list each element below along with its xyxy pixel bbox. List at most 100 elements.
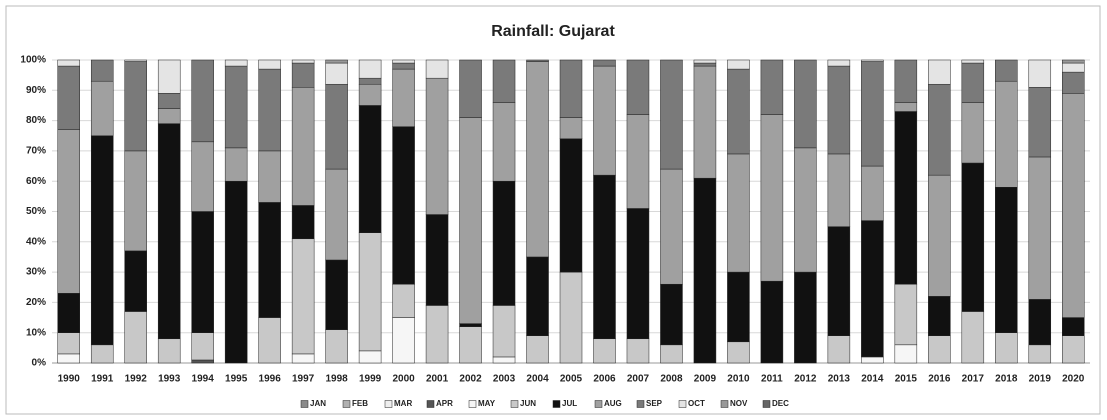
bar-segment [861, 59, 884, 62]
bar-segment [928, 335, 951, 364]
bar-segment [660, 283, 683, 346]
bar-segment [526, 256, 549, 336]
bar-segment [392, 283, 415, 318]
bar-segment [90, 59, 114, 82]
legend-swatch [762, 400, 771, 408]
bar-segment [961, 62, 985, 103]
bar-segment [626, 59, 650, 115]
x-tick-label: 1996 [259, 374, 282, 385]
bar-segment [961, 102, 985, 164]
bar-segment [90, 80, 114, 136]
x-tick-label: 1991 [91, 374, 114, 385]
bar-segment [894, 283, 918, 346]
x-tick-label: 1993 [158, 374, 181, 385]
bar-segment [794, 271, 817, 364]
bar-segment [258, 317, 281, 364]
legend-label: APR [436, 399, 453, 408]
bar-segment [827, 226, 851, 336]
bar-segment [693, 177, 717, 364]
bar-segment [1062, 317, 1085, 336]
bar-segment [258, 59, 281, 70]
bar-segment [57, 332, 80, 355]
legend-swatch [636, 400, 645, 408]
bar-segment [358, 232, 382, 352]
bar-segment [492, 356, 516, 364]
bar-segment [291, 87, 315, 206]
bar-segment [124, 250, 147, 312]
bar-segment [325, 62, 348, 85]
bar-segment [794, 59, 817, 149]
bar-segment [392, 59, 415, 64]
bar-segment [559, 117, 583, 140]
x-tick-label: 1997 [292, 374, 315, 385]
x-tick-label: 1992 [125, 374, 148, 385]
bar-segment [191, 211, 214, 333]
bar-segment [358, 77, 382, 85]
y-tick-label: 50% [26, 206, 46, 217]
bar-segment [861, 220, 884, 358]
x-tick-label: 2000 [392, 374, 415, 385]
bar-segment [693, 65, 717, 179]
bar-segment [459, 59, 482, 118]
bar-segment [1028, 59, 1052, 88]
x-tick-label: 2007 [627, 374, 650, 385]
bar-segment [358, 105, 382, 233]
bar-segment [191, 332, 214, 361]
bar-segment [827, 59, 851, 67]
legend-label: JUN [520, 399, 536, 408]
legend-label: SEP [646, 399, 663, 408]
legend-label: MAY [478, 399, 496, 408]
bar-segment [660, 168, 683, 285]
legend-label: DEC [772, 399, 789, 408]
y-tick-label: 0% [32, 358, 47, 369]
bar-segment [57, 65, 80, 130]
legend-label: MAR [394, 399, 412, 408]
bar-segment [559, 138, 583, 273]
y-tick-label: 30% [26, 267, 46, 278]
legend-swatch [678, 400, 687, 408]
x-tick-label: 2012 [794, 374, 817, 385]
legend-swatch [720, 400, 729, 408]
bar-segment [492, 59, 516, 103]
bar-segment [258, 150, 281, 203]
x-tick-label: 2011 [761, 374, 783, 385]
bar-segment [291, 205, 315, 240]
legend-swatch [300, 400, 309, 408]
bar-segment [325, 259, 348, 330]
bar-segment [325, 83, 348, 170]
bar-segment [928, 59, 951, 85]
bar-segment [593, 65, 616, 176]
bar-segment [124, 59, 147, 62]
bar-segment [191, 359, 214, 364]
bar-segment [727, 153, 750, 273]
bar-segment [224, 59, 248, 67]
bar-segment [157, 93, 181, 109]
legend-swatch [426, 400, 435, 408]
bar-segment [57, 59, 80, 67]
bar-segment [224, 147, 248, 182]
bar-segment [492, 305, 516, 358]
bar-segment [124, 311, 147, 364]
bar-segment [157, 59, 181, 94]
x-tick-label: 2010 [727, 374, 750, 385]
bar-segment [325, 168, 348, 261]
bar-segment [894, 344, 918, 364]
bar-segment [392, 317, 415, 364]
bar-segment [325, 329, 348, 364]
bar-segment [626, 338, 650, 364]
bar-segment [861, 61, 884, 167]
x-tick-label: 2009 [694, 374, 717, 385]
y-tick-label: 60% [26, 176, 46, 187]
bar-segment [660, 344, 683, 364]
bar-segment [928, 296, 951, 336]
bar-segment [827, 153, 851, 227]
bar-segment [57, 129, 80, 294]
bar-segment [995, 187, 1018, 333]
x-tick-label: 2003 [493, 374, 516, 385]
bar-segment [526, 61, 549, 258]
bar-segment [760, 280, 784, 364]
legend-label: NOV [730, 399, 748, 408]
bar-segment [392, 62, 415, 70]
bar-segment [425, 59, 449, 79]
